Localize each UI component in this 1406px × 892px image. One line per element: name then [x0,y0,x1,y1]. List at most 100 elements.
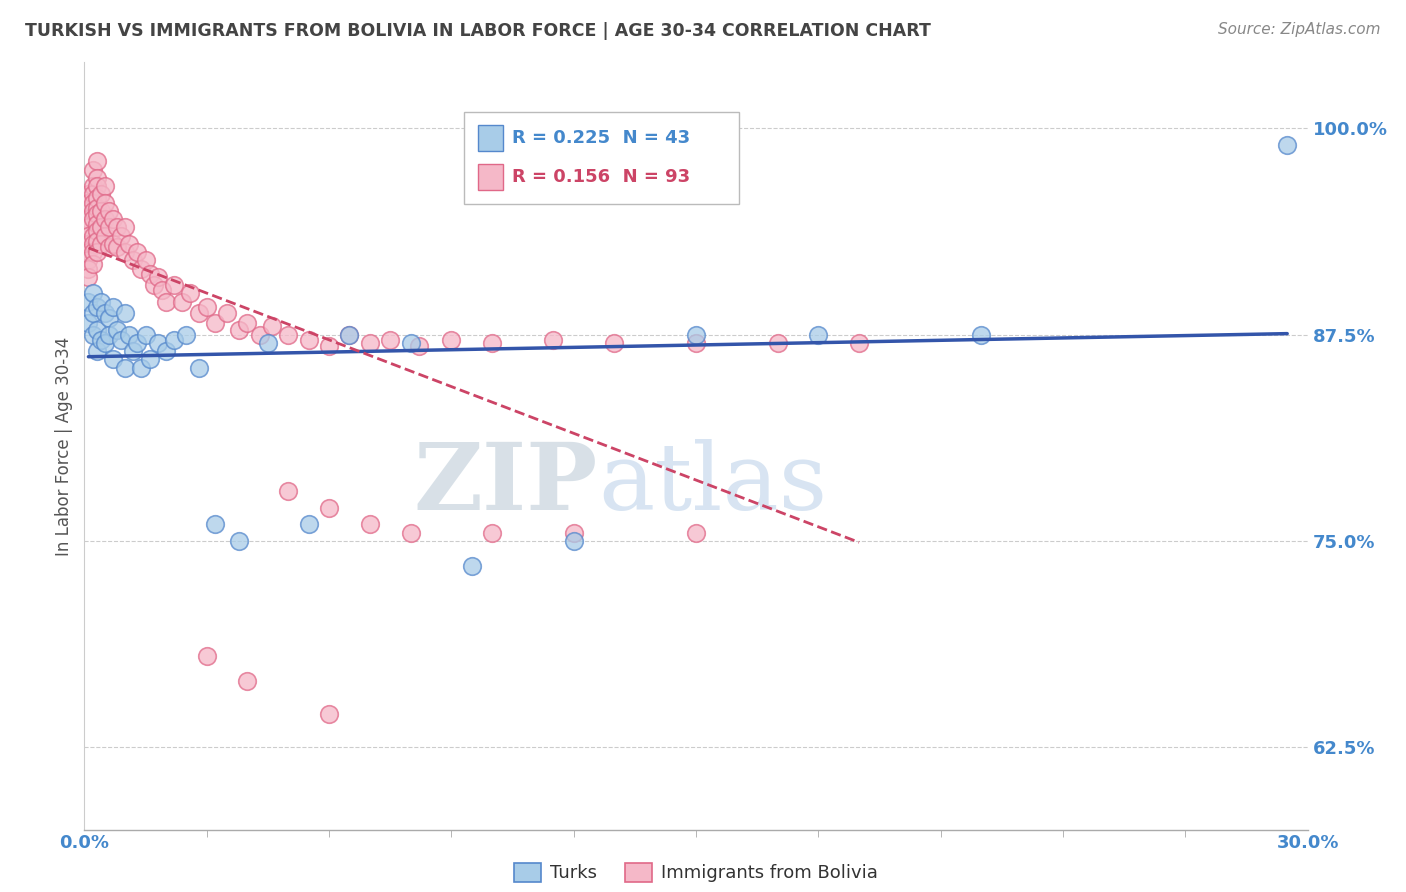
Point [562,525,585,540]
Point [82,306,104,320]
Point [77,261,100,276]
Point [142,278,165,293]
Text: atlas: atlas [598,440,827,529]
FancyBboxPatch shape [478,164,503,190]
Point [257,335,280,350]
Point [195,649,218,664]
Point [97,240,120,254]
Point [105,323,128,337]
Point [86,191,108,205]
Point [163,333,186,347]
Point [359,335,381,350]
Point [399,335,422,350]
Point [766,335,789,350]
Point [82,228,104,243]
Point [93,212,115,227]
Point [86,201,108,215]
Point [122,344,145,359]
Point [970,327,993,342]
FancyBboxPatch shape [478,126,503,152]
Point [114,245,136,260]
Point [138,267,160,281]
Point [122,253,145,268]
Point [77,316,100,330]
Point [179,286,201,301]
Point [97,311,120,326]
Text: Source: ZipAtlas.com: Source: ZipAtlas.com [1218,22,1381,37]
Point [82,257,104,271]
Point [127,335,149,350]
Point [135,327,157,342]
Point [90,203,112,218]
Point [86,154,108,169]
Point [93,306,115,320]
Point [228,533,250,548]
Text: ZIP: ZIP [413,440,598,529]
Point [481,525,503,540]
Point [298,333,321,347]
Point [481,335,503,350]
Point [318,339,340,353]
Point [77,253,100,268]
Point [150,283,173,297]
Point [114,306,136,320]
Point [146,335,169,350]
Point [339,327,361,342]
Point [86,245,108,260]
Point [86,323,108,337]
Point [82,203,104,218]
Point [93,195,115,210]
Point [236,674,259,689]
Point [318,500,340,515]
Point [685,335,707,350]
Point [155,294,177,309]
Point [543,333,565,347]
Point [114,220,136,235]
Point [848,335,870,350]
Point [90,220,112,235]
Point [163,278,186,293]
FancyBboxPatch shape [464,112,738,204]
Point [228,323,250,337]
Point [97,220,120,235]
Point [77,220,100,235]
Point [172,294,194,309]
Point [93,179,115,194]
Point [118,236,141,251]
Point [138,352,160,367]
Point [105,220,128,235]
Point [135,253,157,268]
Point [82,236,104,251]
Y-axis label: In Labor Force | Age 30-34: In Labor Force | Age 30-34 [55,336,73,556]
Point [77,187,100,202]
Point [93,228,115,243]
Point [82,327,104,342]
Point [339,327,361,342]
Point [82,162,104,177]
Point [97,327,120,342]
Point [93,335,115,350]
Point [277,327,299,342]
Point [380,333,402,347]
Point [101,352,124,367]
Point [685,525,707,540]
Point [298,517,321,532]
Point [86,224,108,238]
Point [187,360,209,375]
Point [277,484,299,499]
Point [86,207,108,221]
Point [359,517,381,532]
Point [685,327,707,342]
Point [77,269,100,284]
Point [204,316,226,330]
Text: R = 0.225  N = 43: R = 0.225 N = 43 [513,129,690,147]
Point [118,327,141,342]
Point [114,360,136,375]
Point [90,236,112,251]
Point [77,228,100,243]
Point [82,245,104,260]
Point [204,517,226,532]
Point [90,294,112,309]
Point [101,300,124,314]
Point [86,234,108,248]
